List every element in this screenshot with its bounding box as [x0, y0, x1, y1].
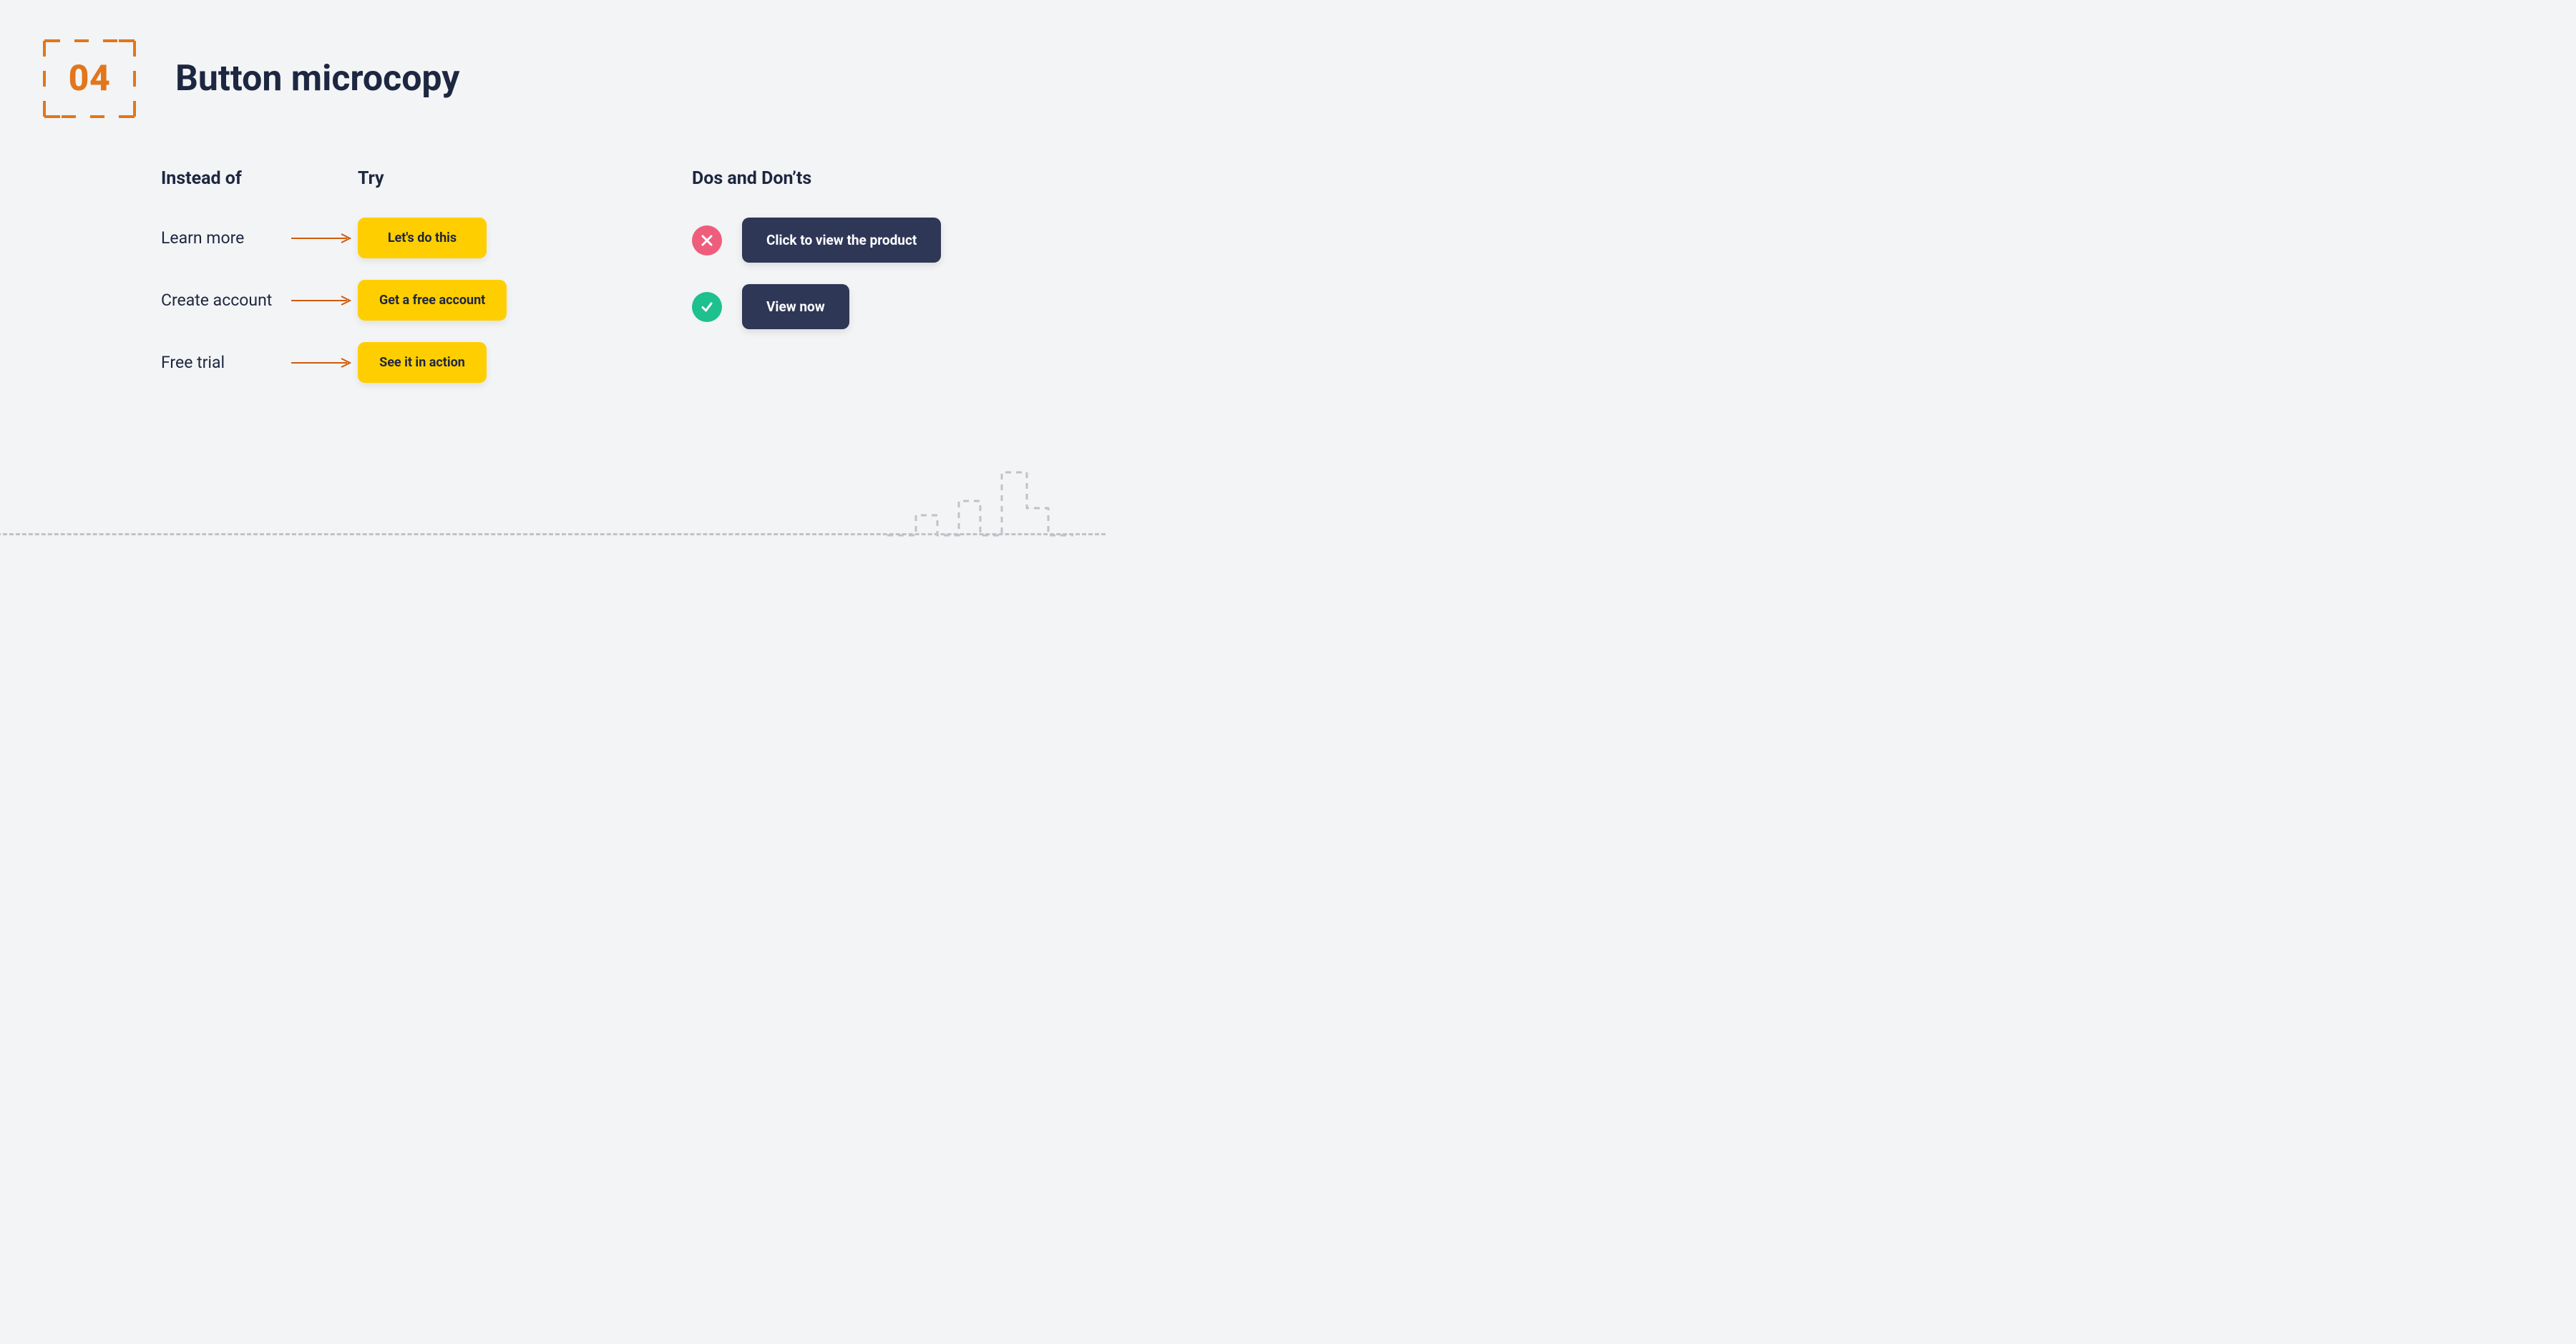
arrow-icon: [291, 296, 358, 306]
dont-example-button[interactable]: Click to view the product: [742, 218, 941, 263]
bracket-icon: [43, 39, 136, 118]
do-example-button[interactable]: View now: [742, 284, 849, 329]
comparison-row: Learn more Let's do this: [161, 218, 599, 258]
instead-try-column: Instead of Try Learn more Let's do this …: [161, 168, 599, 404]
dos-donts-column: Dos and Don’ts Click to view the product…: [692, 168, 1073, 351]
try-button[interactable]: Get a free account: [358, 280, 507, 321]
section-header: 04 Button microcopy: [43, 39, 459, 118]
instead-text: Create account: [161, 291, 291, 310]
try-button[interactable]: Let's do this: [358, 218, 487, 258]
dos-donts-row: Click to view the product: [692, 218, 1073, 263]
pulse-decoration-icon: [887, 465, 1073, 558]
try-button[interactable]: See it in action: [358, 342, 487, 383]
arrow-icon: [291, 233, 358, 243]
comparison-row: Create account Get a free account: [161, 280, 599, 321]
dos-donts-header: Dos and Don’ts: [692, 168, 1073, 189]
instead-of-header: Instead of: [161, 168, 358, 189]
content-area: Instead of Try Learn more Let's do this …: [161, 168, 1073, 404]
check-icon: [692, 292, 722, 322]
instead-text: Free trial: [161, 353, 291, 372]
dos-donts-row: View now: [692, 284, 1073, 329]
instead-text: Learn more: [161, 228, 291, 248]
section-title: Button microcopy: [175, 58, 459, 99]
x-icon: [692, 225, 722, 255]
arrow-icon: [291, 358, 358, 368]
comparison-row: Free trial See it in action: [161, 342, 599, 383]
section-number-bracket: 04: [43, 39, 136, 118]
try-header: Try: [358, 168, 384, 189]
